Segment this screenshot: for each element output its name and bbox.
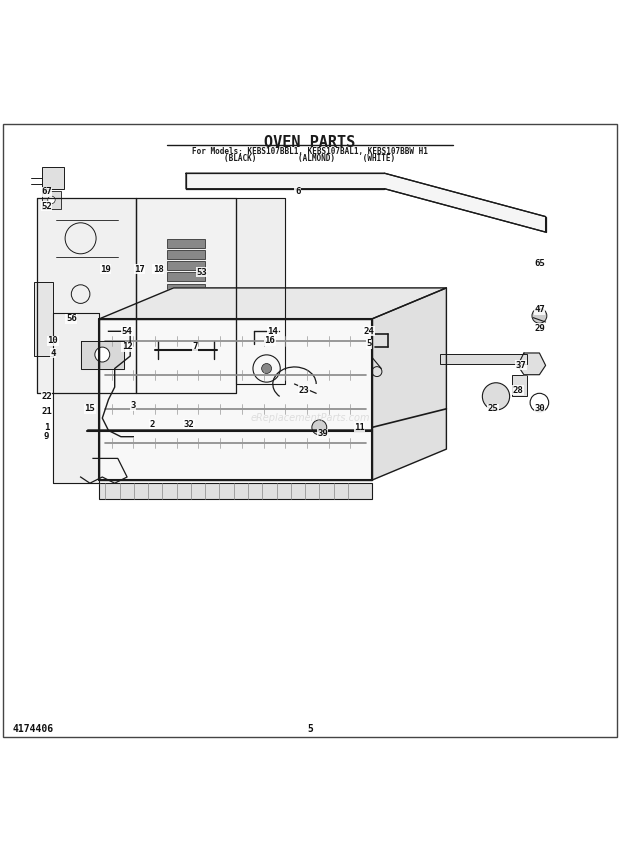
Text: 47: 47 bbox=[534, 305, 545, 314]
Bar bbox=[440, 354, 527, 363]
Bar bbox=[167, 250, 205, 259]
Circle shape bbox=[95, 347, 110, 362]
Text: 29: 29 bbox=[534, 324, 545, 332]
Text: 15: 15 bbox=[84, 405, 95, 413]
Text: 10: 10 bbox=[47, 336, 58, 345]
Text: 5: 5 bbox=[307, 724, 313, 734]
Polygon shape bbox=[136, 198, 236, 393]
Text: 18: 18 bbox=[153, 265, 164, 274]
Bar bbox=[167, 272, 205, 281]
Text: (BLACK)         (ALMOND)      (WHITE): (BLACK) (ALMOND) (WHITE) bbox=[224, 154, 396, 164]
Circle shape bbox=[482, 383, 510, 410]
Text: 39: 39 bbox=[317, 429, 328, 438]
Text: 67: 67 bbox=[41, 188, 52, 196]
Text: 19: 19 bbox=[100, 265, 111, 274]
Polygon shape bbox=[372, 288, 446, 480]
Text: 3: 3 bbox=[131, 401, 136, 410]
Bar bbox=[42, 167, 64, 189]
Circle shape bbox=[262, 363, 272, 374]
Polygon shape bbox=[81, 341, 124, 369]
Circle shape bbox=[48, 196, 55, 203]
Text: 23: 23 bbox=[298, 386, 309, 394]
Bar bbox=[42, 191, 61, 208]
Text: For Models: KEBS107BBL1, KEBS107BAL1, KEBS107BBW H1: For Models: KEBS107BBL1, KEBS107BAL1, KE… bbox=[192, 147, 428, 156]
Text: 4174406: 4174406 bbox=[12, 724, 53, 734]
Polygon shape bbox=[236, 198, 285, 384]
Text: 25: 25 bbox=[487, 405, 498, 413]
Text: 1: 1 bbox=[44, 423, 49, 432]
Bar bbox=[34, 282, 53, 356]
Text: 4: 4 bbox=[50, 349, 55, 357]
Bar bbox=[99, 483, 372, 499]
Text: 5: 5 bbox=[366, 339, 371, 348]
Text: 65: 65 bbox=[534, 258, 545, 268]
Text: 52: 52 bbox=[41, 201, 52, 211]
Polygon shape bbox=[99, 288, 446, 319]
Circle shape bbox=[532, 308, 547, 323]
Text: 6: 6 bbox=[295, 188, 300, 196]
Text: 54: 54 bbox=[122, 327, 133, 336]
Text: 21: 21 bbox=[41, 407, 52, 417]
Bar bbox=[167, 261, 205, 269]
Polygon shape bbox=[53, 313, 99, 483]
Text: 28: 28 bbox=[512, 386, 523, 394]
Polygon shape bbox=[518, 353, 546, 375]
Text: 12: 12 bbox=[122, 343, 133, 351]
Text: 22: 22 bbox=[41, 392, 52, 401]
Text: 30: 30 bbox=[534, 405, 545, 413]
Bar bbox=[512, 375, 527, 396]
Text: 7: 7 bbox=[193, 343, 198, 351]
Text: 32: 32 bbox=[184, 420, 195, 429]
Text: 2: 2 bbox=[149, 420, 154, 429]
Text: eReplacementParts.com: eReplacementParts.com bbox=[250, 413, 370, 423]
Text: 53: 53 bbox=[196, 268, 207, 277]
Polygon shape bbox=[186, 173, 546, 232]
Text: 16: 16 bbox=[264, 336, 275, 345]
Text: 37: 37 bbox=[515, 361, 526, 370]
Polygon shape bbox=[99, 319, 372, 480]
Circle shape bbox=[312, 420, 327, 435]
Text: 24: 24 bbox=[363, 327, 374, 336]
Bar bbox=[167, 283, 205, 292]
Polygon shape bbox=[37, 198, 136, 393]
Text: 11: 11 bbox=[354, 423, 365, 432]
Text: 14: 14 bbox=[267, 327, 278, 336]
Text: OVEN PARTS: OVEN PARTS bbox=[264, 134, 356, 150]
Text: 17: 17 bbox=[134, 265, 145, 274]
Text: 9: 9 bbox=[44, 432, 49, 441]
Text: 56: 56 bbox=[66, 314, 77, 324]
Bar bbox=[167, 238, 205, 248]
